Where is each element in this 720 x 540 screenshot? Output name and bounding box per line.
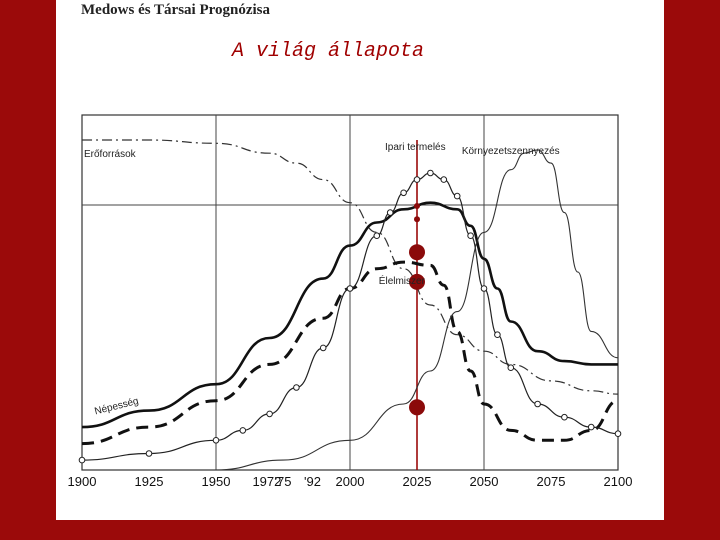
chart-panel (56, 0, 664, 520)
x-tick-label: '75 (275, 474, 292, 489)
series-label: Ipari termelés (385, 142, 446, 153)
reference-marker (409, 399, 425, 416)
data-point-ipari-termeles (400, 189, 407, 197)
chart-series (78, 139, 622, 471)
x-tick-label: '92 (304, 474, 321, 489)
x-tick-label: 2100 (604, 474, 633, 489)
reference-marker (414, 216, 420, 223)
series-line-nepesseg (81, 201, 618, 429)
chart-grid (81, 114, 619, 471)
data-point-ipari-termeles (386, 209, 394, 216)
series-label: Népesség (93, 396, 139, 418)
reference-marker (409, 244, 425, 261)
data-point-ipari-termeles (266, 410, 273, 418)
data-point-ipari-termeles (467, 232, 474, 239)
data-point-ipari-termeles (480, 285, 488, 292)
series-line-eroforrasok (82, 139, 619, 395)
data-point-ipari-termeles (507, 364, 515, 372)
x-tick-label: 1900 (68, 474, 97, 489)
series-label: Élelmiszer (379, 274, 426, 287)
reference-marker (409, 273, 425, 290)
data-point-ipari-termeles (319, 344, 327, 352)
x-tick-label: 2025 (403, 474, 432, 489)
chart-ticks: 1900 1925 1950 1972'75 '92 2000 2025 2050 2075 21… (68, 474, 633, 489)
chart-subtitle: A világ állapota (232, 40, 425, 63)
reference-marker (414, 203, 420, 209)
data-point-ipari-termeles (413, 176, 421, 183)
data-point-ipari-termeles (534, 400, 541, 408)
x-tick-label: 2075 (537, 474, 566, 489)
chart-heading: Medows és Társai Prognózisa (81, 2, 271, 18)
data-point-ipari-termeles (373, 232, 381, 239)
data-point-ipari-termeles (427, 169, 434, 177)
data-point-ipari-termeles (587, 423, 595, 431)
data-point-ipari-termeles (440, 176, 448, 183)
series-label: Erőforrások (84, 149, 137, 160)
data-point-ipari-termeles (212, 437, 220, 444)
x-tick-label: 2050 (470, 474, 499, 489)
data-point-ipari-termeles (453, 192, 461, 200)
data-point-ipari-termeles (561, 413, 568, 421)
series-line-ipari-termeles (81, 172, 619, 461)
data-point-ipari-termeles (494, 331, 501, 339)
series-line-kornyezetszennyezes (82, 149, 619, 471)
data-point-ipari-termeles (145, 450, 153, 457)
data-point-ipari-termeles (346, 285, 354, 292)
data-point-ipari-termeles (78, 456, 86, 464)
x-tick-label: 1950 (202, 474, 231, 489)
series-line-elelmiszer (81, 260, 619, 446)
x-tick-label: 1972 (252, 474, 281, 489)
data-point-ipari-termeles (239, 427, 247, 434)
data-point-ipari-termeles (293, 384, 300, 391)
chart-markers (409, 203, 425, 416)
data-point-ipari-termeles (614, 430, 622, 438)
series-label: Környezetszennyezés (462, 146, 560, 157)
x-tick-label: 1925 (135, 474, 164, 489)
x-tick-label: 2000 (336, 474, 365, 489)
